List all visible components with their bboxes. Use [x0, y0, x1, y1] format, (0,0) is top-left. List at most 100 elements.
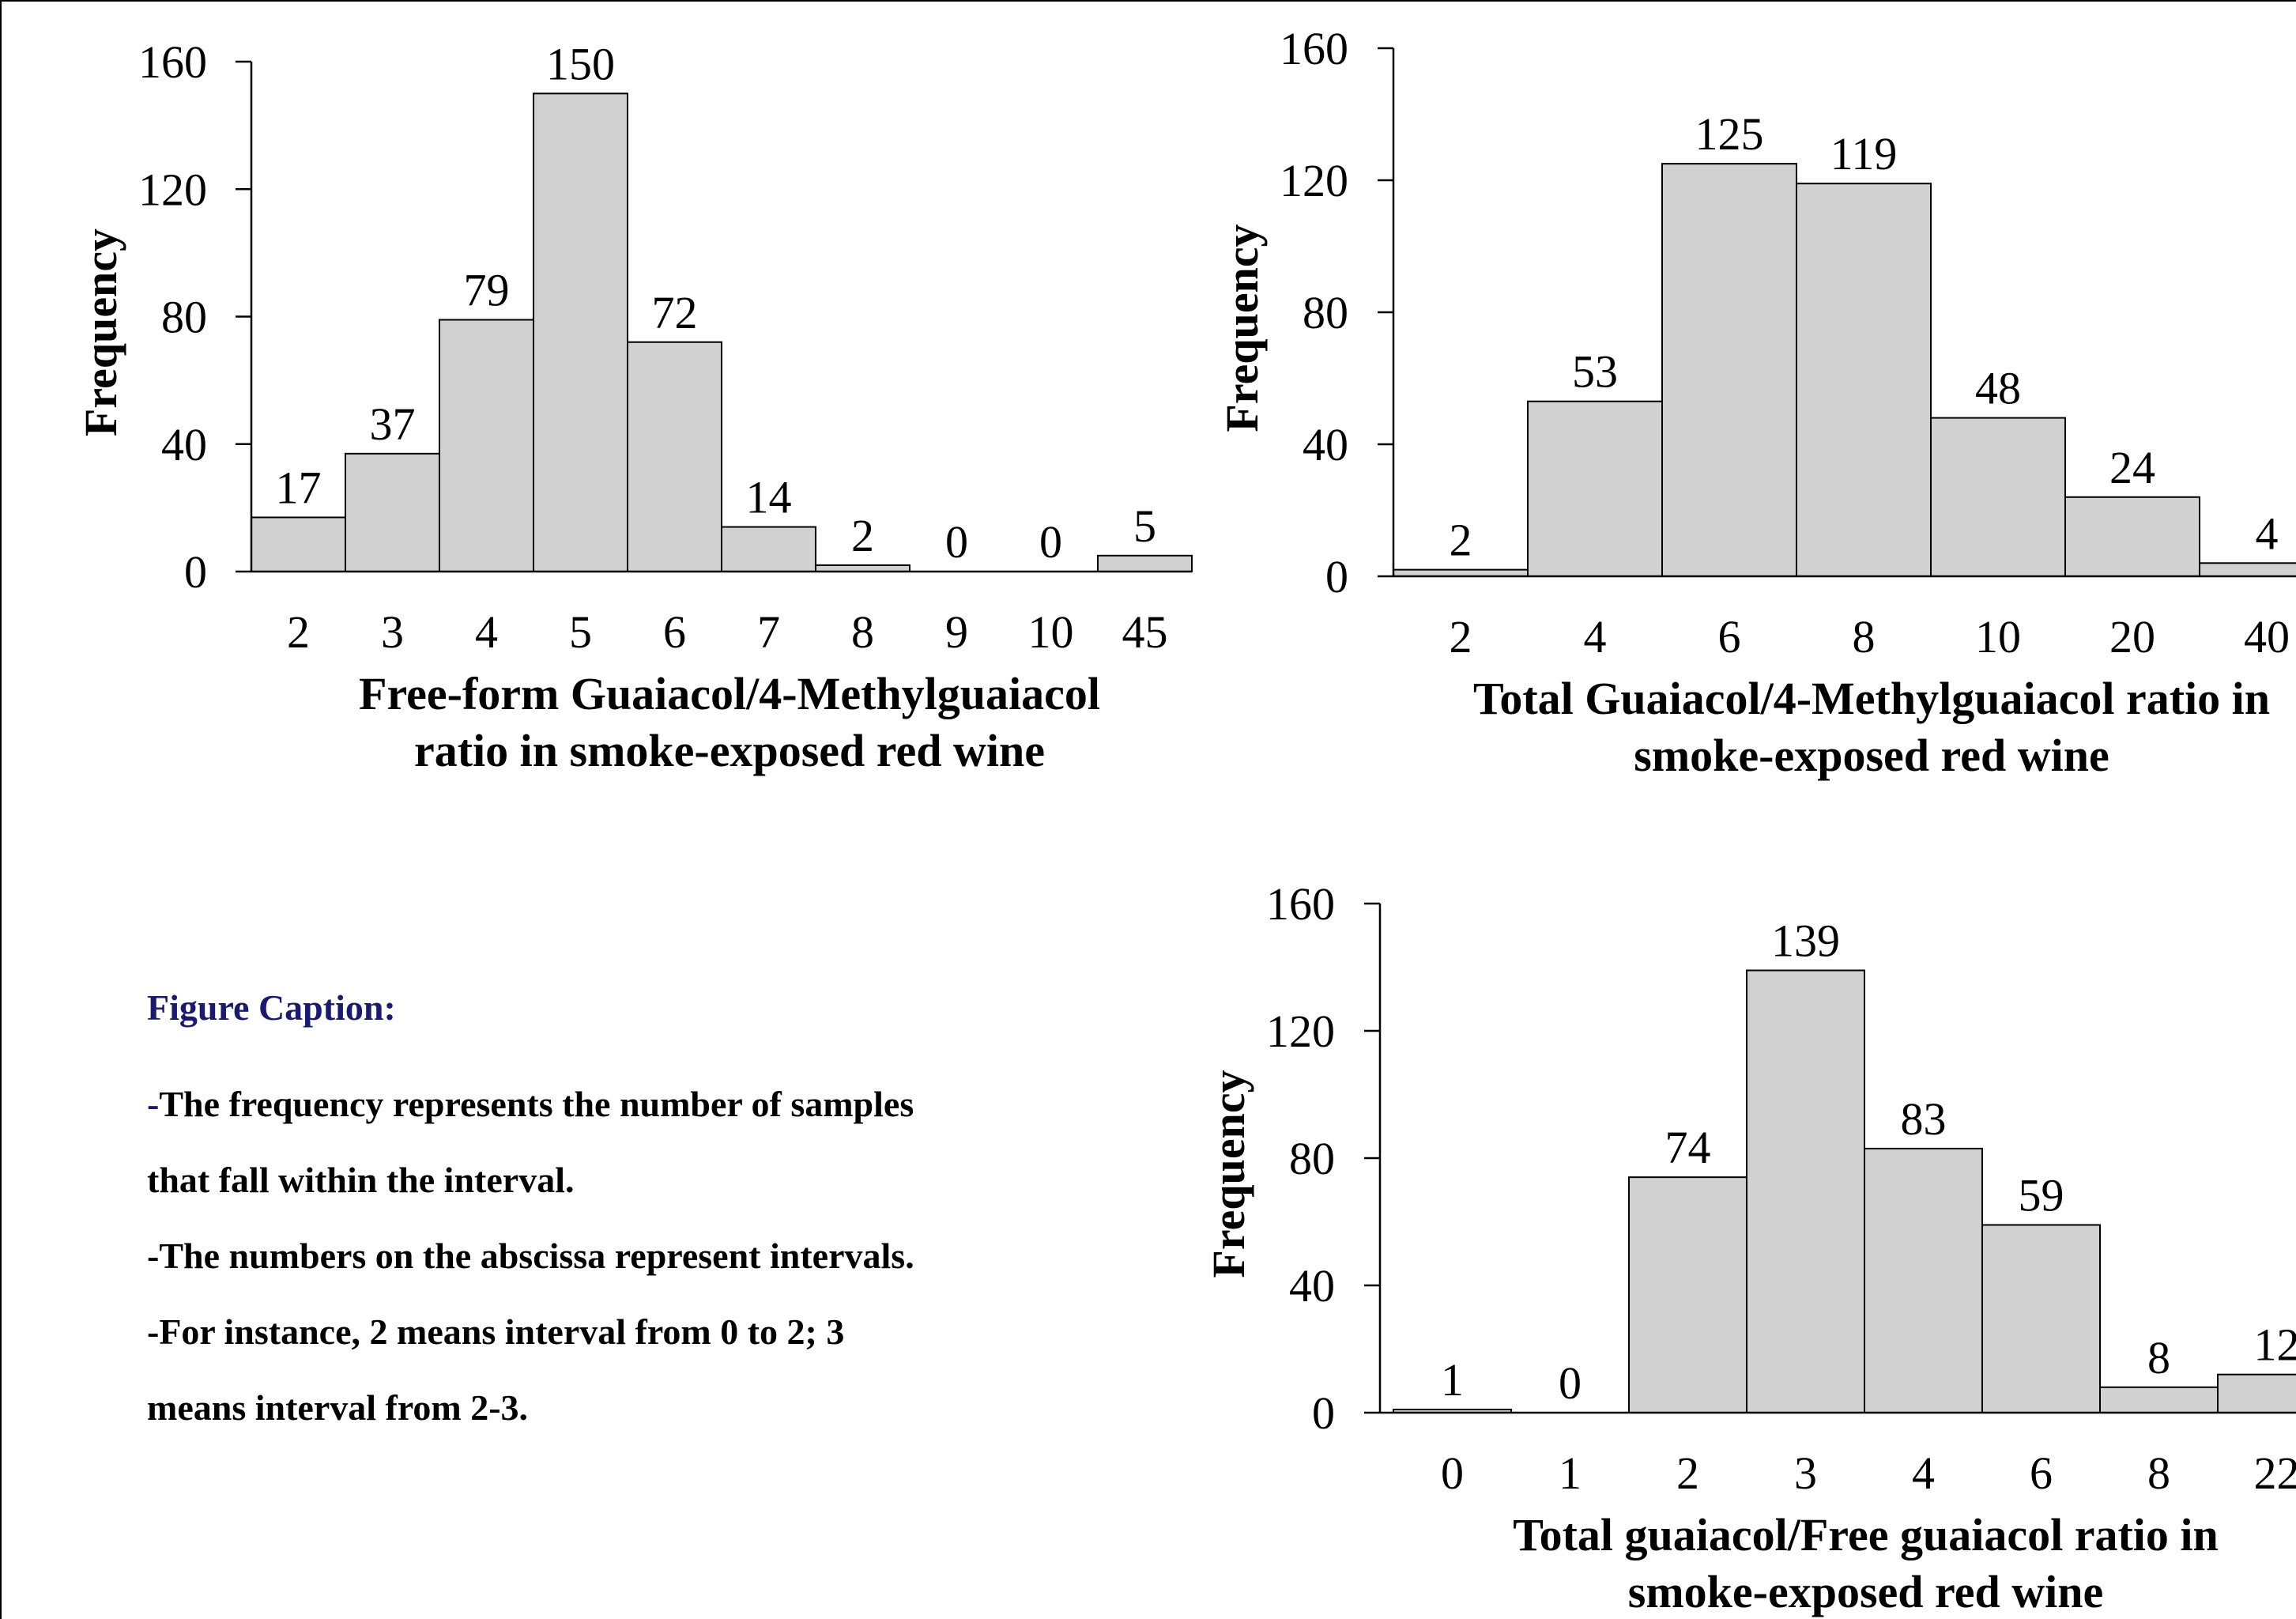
x-tick-label: 40 [2244, 611, 2290, 662]
x-tick-label: 2 [1676, 1447, 1699, 1499]
bar-data-label: 119 [1830, 128, 1898, 179]
bar-data-label: 2 [851, 510, 874, 561]
histogram-bar [1661, 163, 1797, 577]
caption-title: Figure Caption: [147, 987, 396, 1028]
histogram-bar [533, 92, 628, 572]
x-axis-label: smoke-exposed red wine [1628, 1566, 2103, 1617]
y-tick-label: 80 [1303, 287, 1348, 338]
caption-line: -The numbers on the abscissa represent i… [147, 1236, 914, 1276]
bar-data-label: 24 [2109, 442, 2155, 493]
y-axis-label: Frequency [1203, 1070, 1254, 1277]
x-tick-label: 8 [2147, 1447, 2170, 1499]
x-tick-label: 10 [1975, 611, 2021, 662]
x-tick-label: 3 [1794, 1447, 1817, 1499]
x-tick-label: 5 [569, 606, 592, 658]
bar-data-label: 0 [1039, 516, 1062, 568]
x-tick-label: 2 [287, 606, 310, 658]
y-tick-label: 0 [1312, 1387, 1335, 1439]
bar-data-label: 4 [2256, 508, 2279, 559]
x-tick-label: 6 [1718, 611, 1741, 662]
y-tick-label: 120 [138, 164, 207, 215]
histogram-bar [1981, 1224, 2101, 1414]
y-tick-label: 40 [1303, 419, 1348, 470]
y-tick-label: 120 [1280, 155, 1348, 206]
y-tick-label: 0 [184, 546, 207, 598]
x-tick-label: 7 [757, 606, 780, 658]
x-tick-label: 20 [2109, 611, 2155, 662]
histogram-bar [251, 516, 346, 572]
y-tick-label: 0 [1325, 551, 1348, 602]
x-axis-label: smoke-exposed red wine [1634, 730, 2109, 781]
y-tick-label: 160 [1266, 878, 1335, 930]
bar-data-label: 83 [1901, 1093, 1947, 1145]
bar-data-label: 8 [2147, 1332, 2170, 1383]
caption-line: -For instance, 2 means interval from 0 t… [147, 1311, 845, 1352]
bar-data-label: 48 [1975, 363, 2021, 414]
x-tick-label: 9 [945, 606, 968, 658]
x-tick-label: 4 [1584, 611, 1607, 662]
histogram-bar [2099, 1386, 2219, 1414]
histogram-bar [1746, 969, 1865, 1413]
histogram-bar [2217, 1373, 2296, 1413]
bar-data-label: 139 [1771, 915, 1840, 967]
histogram-bar [439, 319, 534, 572]
bar-data-label: 12 [2254, 1319, 2296, 1371]
x-tick-label: 4 [1912, 1447, 1935, 1499]
bar-data-label: 74 [1665, 1122, 1711, 1173]
caption-line: means interval from 2-3. [147, 1387, 529, 1428]
x-tick-label: 4 [475, 606, 498, 658]
x-tick-label: 3 [381, 606, 404, 658]
x-tick-label: 8 [1853, 611, 1876, 662]
bar-data-label: 2 [1450, 515, 1472, 566]
x-tick-label: 6 [663, 606, 686, 658]
x-tick-label: 2 [1450, 611, 1472, 662]
chart-total-ratio: 2 2 53 4 125 6 119 8 48 10 24 20 4 40 0 40 80 120 160 Frequ… [1216, 23, 2296, 781]
x-tick-label: 10 [1028, 606, 1074, 658]
bar-data-label: 72 [652, 287, 698, 338]
y-tick-label: 120 [1266, 1006, 1335, 1057]
y-tick-label: 40 [161, 419, 207, 470]
y-axis-label: Frequency [1216, 224, 1268, 432]
chart-free-form-ratio: 1723737941505726147280901054504080120160… [75, 36, 1193, 776]
y-tick-label: 40 [1289, 1260, 1335, 1311]
x-axis-label: Free-form Guaiacol/4-Methylguaiacol [359, 668, 1100, 719]
x-tick-label: 6 [2030, 1447, 2053, 1499]
histogram-bar [1527, 400, 1663, 577]
chart-total-free-guaiacol-ratio: 1 0 0 1 74 2 139 3 83 4 59 6 8 8 12 22 0 40 80 120 160 Freque… [1203, 878, 2296, 1617]
bar-data-label: 0 [945, 516, 968, 568]
histogram-bar [1796, 183, 1932, 578]
histogram-bar [1628, 1176, 1747, 1414]
x-axis-label: Total Guaiacol/4-Methylguaiacol ratio in [1473, 673, 2270, 724]
histogram-bar [345, 452, 440, 572]
bar-data-label: 37 [370, 398, 416, 450]
bar-data-label: 1 [1441, 1354, 1464, 1406]
bar-data-label: 150 [546, 38, 615, 89]
y-tick-label: 80 [161, 292, 207, 343]
bar-data-label: 79 [464, 265, 510, 316]
y-tick-label: 80 [1289, 1133, 1335, 1184]
histogram-bar [627, 341, 722, 572]
caption-dash: - [147, 1084, 160, 1124]
histogram-bar [2199, 562, 2296, 577]
caption-line: -The frequency represents the number of … [147, 1066, 1135, 1142]
bar-data-label: 17 [276, 462, 322, 513]
bar-data-label: 14 [746, 472, 792, 523]
bar-data-label: 59 [2019, 1170, 2064, 1221]
caption-line: that fall within the interval. [147, 1160, 575, 1200]
x-tick-label: 0 [1441, 1447, 1464, 1499]
caption-line-text: The frequency represents the number of s… [159, 1084, 914, 1124]
x-axis-label: ratio in smoke-exposed red wine [414, 725, 1045, 776]
bar-data-label: 0 [1559, 1357, 1582, 1409]
histogram-bar [721, 526, 816, 572]
x-tick-label: 45 [1122, 606, 1168, 658]
histogram-bar [2064, 496, 2200, 577]
histogram-bar [1393, 568, 1529, 578]
histogram-bar [1864, 1147, 1983, 1414]
y-tick-label: 160 [138, 36, 207, 88]
figure-caption: Figure Caption: -The frequency represent… [147, 987, 1135, 1446]
histogram-bar [1097, 554, 1193, 572]
histogram-bar [1930, 417, 2066, 577]
y-axis-label: Frequency [75, 228, 126, 436]
x-tick-label: 8 [851, 606, 874, 658]
